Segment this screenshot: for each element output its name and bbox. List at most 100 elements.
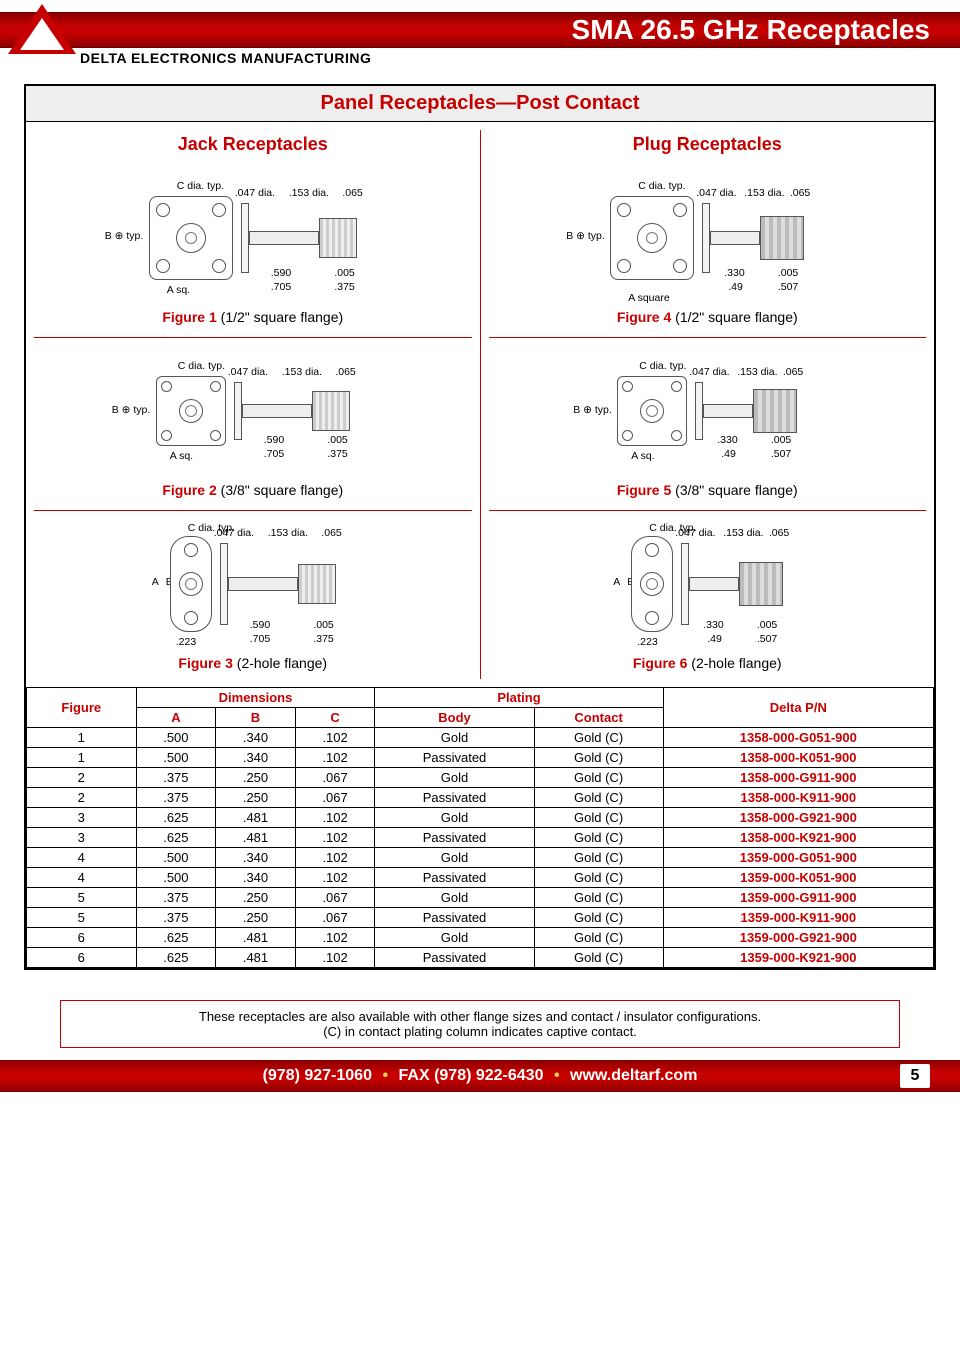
- dim-label: A: [613, 576, 620, 588]
- table-cell: 1359-000-G051-900: [663, 848, 933, 868]
- dim-label: B ⊕ typ.: [105, 230, 144, 242]
- table-cell: 6: [27, 948, 137, 968]
- company-name: DELTA ELECTRONICS MANUFACTURING: [80, 50, 371, 66]
- plug-title: Plug Receptacles: [489, 134, 927, 155]
- dim-label: .047 dia.: [228, 366, 268, 378]
- table-cell: Gold (C): [534, 748, 663, 768]
- th-b: B: [216, 708, 296, 728]
- table-cell: 1358-000-G911-900: [663, 768, 933, 788]
- page-title: SMA 26.5 GHz Receptacles: [572, 12, 930, 48]
- table-cell: .625: [136, 948, 216, 968]
- dim-label: .065: [783, 366, 803, 378]
- dim-label: .153 dia.: [723, 527, 763, 539]
- dim-label: .153 dia.: [289, 187, 329, 199]
- table-cell: .340: [216, 728, 296, 748]
- figure-5-block: C dia. typ. B ⊕ typ. A sq. .047 dia.: [489, 338, 927, 511]
- note-line1: These receptacles are also available wit…: [75, 1009, 885, 1024]
- dim-label: .49: [721, 448, 736, 460]
- side-view: [702, 203, 804, 273]
- dim-label: .047 dia.: [675, 527, 715, 539]
- table-cell: Passivated: [375, 948, 534, 968]
- table-cell: .102: [295, 868, 375, 888]
- dim-label: A sq.: [631, 450, 654, 462]
- dim-label: .507: [757, 633, 777, 645]
- footer-text: (978) 927-1060 • FAX (978) 922-6430 • ww…: [0, 1060, 960, 1092]
- table-cell: .375: [136, 768, 216, 788]
- table-cell: .250: [216, 908, 296, 928]
- figure-5-caption: Figure 5 (3/8" square flange): [493, 482, 923, 498]
- dot-icon: •: [382, 1067, 388, 1084]
- dim-label: .49: [728, 281, 743, 293]
- dim-label: .590: [264, 434, 284, 446]
- dim-label: .005: [778, 267, 798, 279]
- table-cell: Gold: [375, 728, 534, 748]
- table-cell: Passivated: [375, 868, 534, 888]
- table-cell: .067: [295, 888, 375, 908]
- table-row: 6.625.481.102GoldGold (C)1359-000-G921-9…: [27, 928, 934, 948]
- dim-label: C dia. typ.: [638, 180, 685, 192]
- flange-front: [149, 196, 233, 280]
- fig-desc: (2-hole flange): [691, 655, 781, 671]
- table-cell: 2: [27, 768, 137, 788]
- th-figure: Figure: [27, 688, 137, 728]
- fig-name: Figure 4: [617, 309, 671, 325]
- dim-label: A square: [628, 292, 669, 304]
- dim-label: B ⊕ typ.: [112, 404, 151, 416]
- dim-label: .330: [717, 434, 737, 446]
- page-header: SMA 26.5 GHz Receptacles DELTA ELECTRONI…: [0, 0, 960, 70]
- table-cell: .500: [136, 748, 216, 768]
- table-cell: 1359-000-K911-900: [663, 908, 933, 928]
- table-row: 3.625.481.102GoldGold (C)1358-000-G921-9…: [27, 808, 934, 828]
- table-cell: 6: [27, 928, 137, 948]
- table-cell: Gold (C): [534, 728, 663, 748]
- table-cell: Gold (C): [534, 788, 663, 808]
- dim-label: .375: [313, 633, 333, 645]
- table-row: 4.500.340.102GoldGold (C)1359-000-G051-9…: [27, 848, 934, 868]
- table-cell: .481: [216, 928, 296, 948]
- flange-front: [156, 376, 226, 446]
- figure-4-block: C dia. typ. B ⊕ typ. A square .047 dia.: [489, 165, 927, 338]
- figure-3-caption: Figure 3 (2-hole flange): [38, 655, 468, 671]
- table-cell: 1359-000-K051-900: [663, 868, 933, 888]
- fig-desc: (3/8" square flange): [675, 482, 798, 498]
- table-row: 5.375.250.067PassivatedGold (C)1359-000-…: [27, 908, 934, 928]
- table-cell: Gold: [375, 888, 534, 908]
- dim-label: .49: [707, 633, 722, 645]
- table-cell: .102: [295, 848, 375, 868]
- th-a: A: [136, 708, 216, 728]
- dim-label: .375: [334, 281, 354, 293]
- dim-label: .047 dia.: [214, 527, 254, 539]
- fig-name: Figure 1: [162, 309, 216, 325]
- table-cell: .250: [216, 768, 296, 788]
- dot-icon: •: [554, 1067, 560, 1084]
- table-cell: Gold (C): [534, 768, 663, 788]
- dim-label: .153 dia.: [737, 366, 777, 378]
- table-cell: Gold (C): [534, 948, 663, 968]
- dim-label: .590: [271, 267, 291, 279]
- th-body: Body: [375, 708, 534, 728]
- figure-2-diagram: C dia. typ. B ⊕ typ. A sq. .047 dia.: [38, 346, 468, 476]
- fig-desc: (3/8" square flange): [221, 482, 344, 498]
- table-cell: .102: [295, 728, 375, 748]
- dim-label: .330: [703, 619, 723, 631]
- plug-column: Plug Receptacles C dia. typ. B ⊕ typ. A …: [481, 122, 935, 687]
- figure-3-diagram: C dia. typ. A B ⊕ .223 .047 dia. .153 di…: [38, 519, 468, 649]
- dim-label: A: [152, 576, 159, 588]
- dim-label: .047 dia.: [689, 366, 729, 378]
- table-cell: .500: [136, 848, 216, 868]
- table-cell: .102: [295, 828, 375, 848]
- footer-phone: (978) 927-1060: [263, 1067, 372, 1084]
- fig-name: Figure 3: [178, 655, 232, 671]
- flange-front: [170, 536, 212, 632]
- figure-3-block: C dia. typ. A B ⊕ .223 .047 dia. .153 di…: [34, 511, 472, 683]
- table-cell: .250: [216, 788, 296, 808]
- table-cell: .500: [136, 728, 216, 748]
- page-number: 5: [900, 1064, 930, 1088]
- table-row: 2.375.250.067GoldGold (C)1358-000-G911-9…: [27, 768, 934, 788]
- footer-web: www.deltarf.com: [570, 1067, 697, 1084]
- dim-label: .223: [176, 636, 196, 648]
- section-title: Panel Receptacles—Post Contact: [26, 86, 934, 122]
- fig-name: Figure 2: [162, 482, 216, 498]
- dim-label: .507: [771, 448, 791, 460]
- figure-4-diagram: C dia. typ. B ⊕ typ. A square .047 dia.: [493, 173, 923, 303]
